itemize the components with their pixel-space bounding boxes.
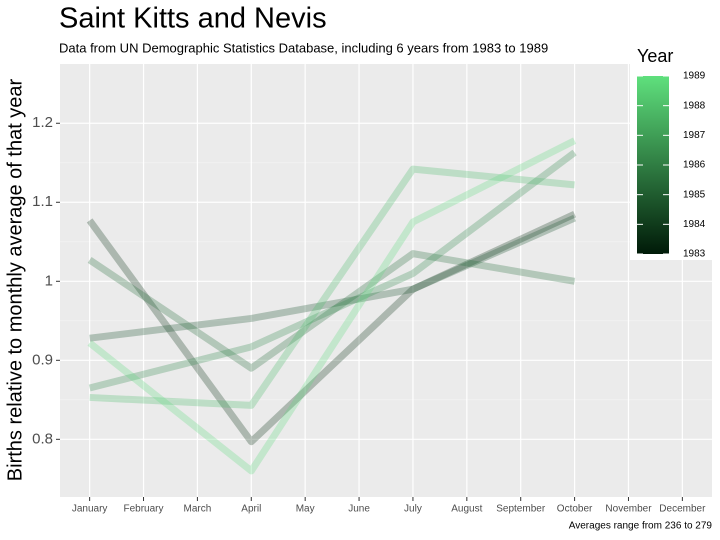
- x-tick-label: February: [124, 504, 164, 515]
- x-tick-label: September: [496, 504, 546, 515]
- x-tick-label: March: [184, 504, 212, 515]
- series-line: [88, 149, 577, 392]
- legend-title: Year: [637, 46, 673, 66]
- x-tick-label: January: [72, 504, 108, 515]
- y-axis-label: Births relative to monthly average of th…: [4, 78, 26, 481]
- x-tick-label: December: [659, 504, 706, 515]
- series-line: [87, 250, 576, 372]
- chart-title: Saint Kitts and Nevis: [59, 3, 327, 35]
- y-tick-label: 1: [45, 272, 53, 289]
- legend-label: 1983: [683, 249, 706, 260]
- x-tick-label: July: [404, 504, 422, 515]
- caption: Averages range from 236 to 279: [569, 521, 713, 532]
- x-tick-label: August: [451, 504, 482, 515]
- chart-subtitle: Data from UN Demographic Statistics Data…: [59, 40, 548, 55]
- x-tick-label: November: [605, 504, 652, 515]
- series-line: [86, 210, 577, 446]
- plot-panel: [60, 64, 712, 497]
- x-tick-label: June: [348, 504, 370, 515]
- legend-label: 1984: [683, 219, 706, 230]
- legend-label: 1988: [683, 100, 706, 111]
- series-line: [87, 137, 577, 475]
- x-tick-label: October: [557, 504, 593, 515]
- y-tick-label: 1.1: [32, 193, 53, 210]
- y-tick-label: 0.8: [32, 430, 53, 447]
- legend-label: 1985: [683, 189, 706, 200]
- legend-label: 1989: [683, 71, 706, 82]
- legend-label: 1986: [683, 160, 706, 171]
- series-line: [89, 165, 575, 409]
- series-line: [89, 214, 577, 342]
- x-tick-label: May: [296, 504, 315, 515]
- x-tick-label: April: [241, 504, 261, 515]
- y-tick-label: 0.9: [32, 351, 53, 368]
- legend-label: 1987: [683, 130, 706, 141]
- y-tick-label: 1.2: [32, 114, 53, 131]
